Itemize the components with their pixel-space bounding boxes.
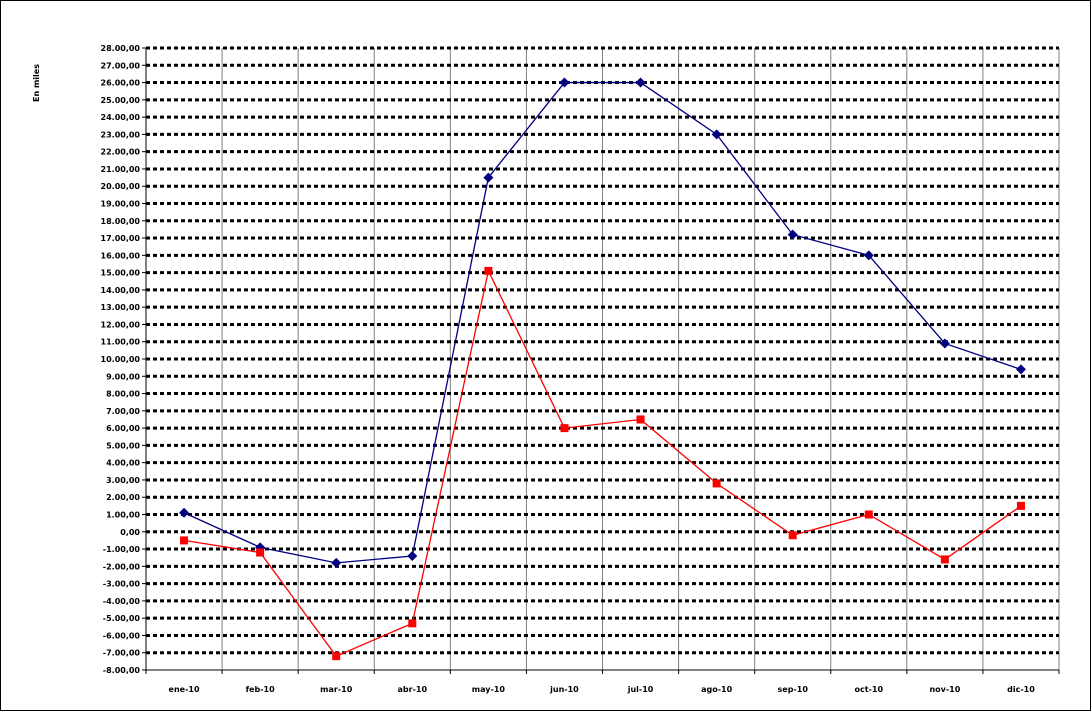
y-tick-label: -8.00,00 — [103, 666, 141, 675]
x-tick-label: dic-10 — [1007, 685, 1035, 694]
data-point — [939, 338, 950, 349]
series-line — [183, 268, 1022, 657]
y-tick-label: 5.00,00 — [106, 441, 140, 450]
y-tick-label: -5.00,00 — [103, 614, 141, 623]
data-point — [483, 172, 494, 183]
data-point — [180, 536, 189, 545]
series — [179, 77, 1026, 661]
y-tick-label: -7.00,00 — [103, 649, 141, 658]
data-point — [560, 424, 569, 433]
data-point — [332, 652, 341, 661]
y-tick-label: 21.00,00 — [101, 165, 141, 174]
y-tick-label: 1.00,00 — [106, 511, 140, 520]
y-tick-label: 27.00,00 — [101, 61, 141, 70]
y-tick-label: -6.00,00 — [103, 631, 141, 640]
data-point — [788, 531, 797, 540]
y-tick-label: -2.00,00 — [103, 562, 141, 571]
data-point — [408, 619, 417, 628]
y-tick-labels: -8.00,00 -7.00,00 -6.00,00 -5.00,00 -4.00,00… — [101, 44, 141, 675]
data-point — [484, 266, 493, 275]
x-tick-label: mar-10 — [320, 685, 353, 694]
data-point — [331, 557, 342, 568]
y-tick-label: 19.00,00 — [101, 200, 141, 209]
y-tick-label: 25.00,00 — [101, 96, 141, 105]
x-tick-labels: ene-10 feb-10 mar-10 abr-10 may-10 jun-10 jul-… — [169, 685, 1036, 694]
x-tick-label: ene-10 — [169, 685, 200, 694]
y-tick-label: 12.00,00 — [101, 320, 141, 329]
y-tick-label: 14.00,00 — [101, 286, 141, 295]
y-tick-label: 24.00,00 — [101, 113, 141, 122]
x-tick-label: abr-10 — [398, 685, 428, 694]
y-tick-label: 9.00,00 — [106, 372, 140, 381]
data-point — [864, 510, 873, 519]
y-tick-label: 17.00,00 — [101, 234, 141, 243]
y-tick-label: 0,00 — [120, 528, 140, 537]
y-tick-label: 7.00,00 — [106, 407, 140, 416]
data-point — [635, 77, 646, 88]
y-axis-title: En miles — [32, 64, 41, 102]
series-line — [183, 81, 1022, 564]
x-tick-label: oct-10 — [855, 685, 884, 694]
data-point — [179, 507, 190, 518]
y-tick-label: -1.00,00 — [103, 545, 141, 554]
x-tick-label: feb-10 — [246, 685, 276, 694]
gridlines — [146, 46, 1060, 670]
y-tick-label: 20.00,00 — [101, 182, 141, 191]
y-tick-label: 3.00,00 — [106, 476, 140, 485]
y-tick-label: 28.00,00 — [101, 44, 141, 53]
x-tick-label: jul-10 — [627, 685, 654, 694]
y-tick-label: 18.00,00 — [101, 217, 141, 226]
data-point — [636, 415, 645, 424]
y-tick-label: 23.00,00 — [101, 130, 141, 139]
axes — [142, 47, 1060, 674]
x-tick-label: nov-10 — [929, 685, 960, 694]
x-tick-label: sep-10 — [778, 685, 809, 694]
y-tick-label: 15.00,00 — [101, 269, 141, 278]
data-point — [940, 555, 949, 564]
y-tick-label: 16.00,00 — [101, 251, 141, 260]
y-tick-label: -4.00,00 — [103, 597, 141, 606]
data-point — [787, 229, 798, 240]
y-tick-label: 10.00,00 — [101, 355, 141, 364]
data-point — [407, 550, 418, 561]
data-point — [1015, 364, 1026, 375]
y-tick-label: 4.00,00 — [106, 459, 140, 468]
y-tick-label: 26.00,00 — [101, 79, 141, 88]
x-tick-label: ago-10 — [701, 685, 733, 694]
y-tick-label: 11.00,00 — [101, 338, 141, 347]
x-tick-label: may-10 — [472, 685, 506, 694]
series-1 — [179, 77, 1026, 568]
y-tick-label: 8.00,00 — [106, 390, 140, 399]
y-tick-label: 22.00,00 — [101, 148, 141, 157]
data-point — [1016, 501, 1025, 510]
series-2 — [180, 266, 1025, 661]
data-point — [711, 129, 722, 140]
y-tick-label: -3.00,00 — [103, 580, 141, 589]
x-tick-label: jun-10 — [549, 685, 579, 694]
data-point — [863, 250, 874, 261]
data-point — [559, 77, 570, 88]
y-tick-label: 13.00,00 — [101, 303, 141, 312]
y-tick-label: 6.00,00 — [106, 424, 140, 433]
data-point — [256, 548, 265, 557]
y-tick-label: 2.00,00 — [106, 493, 140, 502]
data-point — [712, 479, 721, 488]
